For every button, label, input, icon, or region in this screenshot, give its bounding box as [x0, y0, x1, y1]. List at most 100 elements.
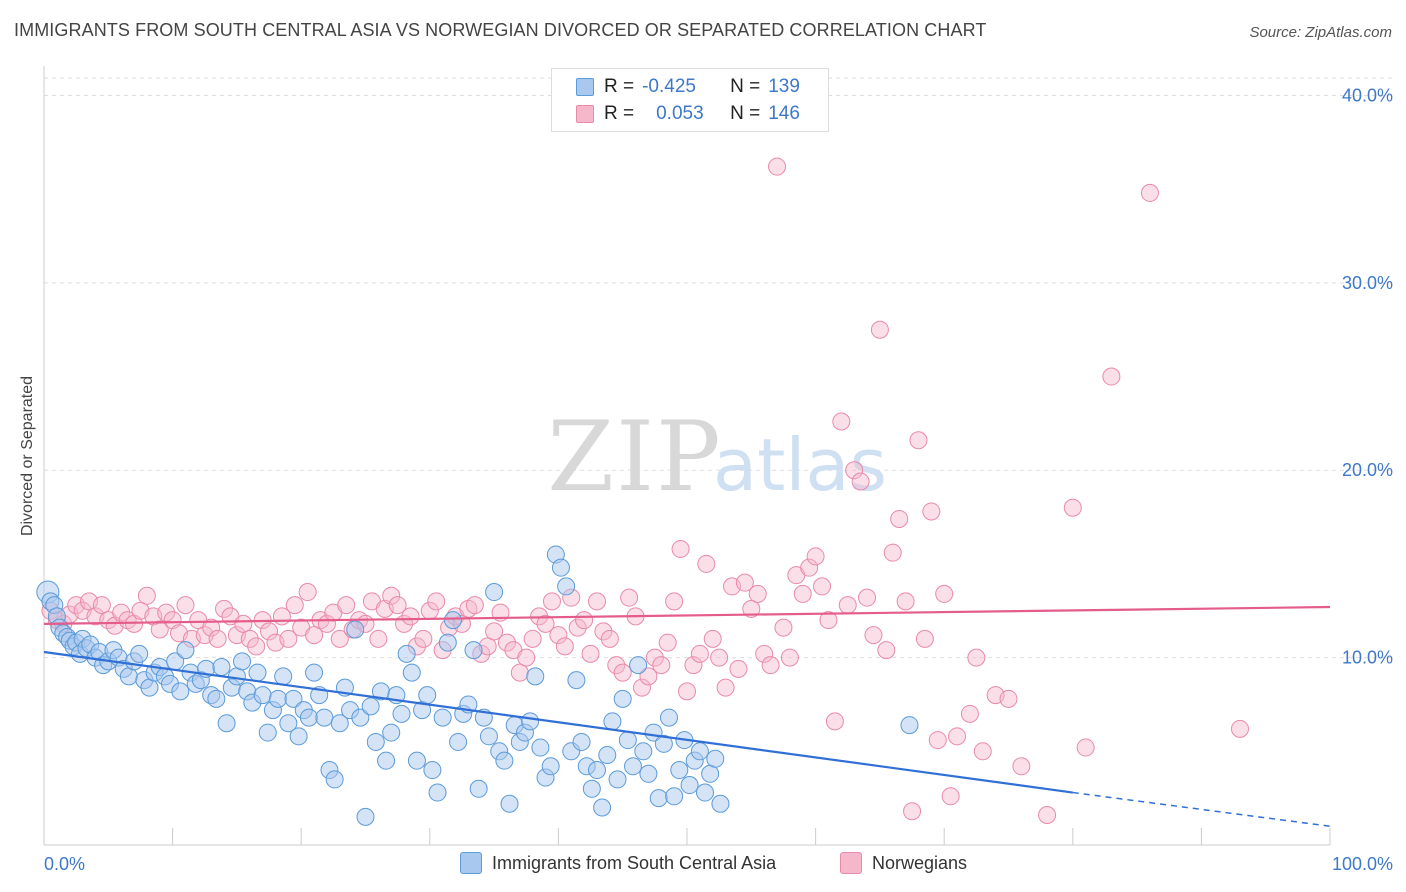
data-point-south-central-asia: [140, 678, 159, 697]
data-point-norwegians: [658, 633, 677, 652]
data-point-norwegians: [806, 547, 825, 566]
data-point-norwegians: [137, 586, 156, 605]
data-point-norwegians: [768, 157, 787, 176]
n-label: N =: [730, 103, 761, 124]
data-point-norwegians: [896, 592, 915, 611]
data-point-south-central-asia: [500, 794, 519, 813]
data-point-norwegians: [240, 629, 259, 648]
data-point-norwegians: [780, 648, 799, 667]
r-label: R =: [604, 103, 635, 124]
legend-item-south-central-asia: Immigrants from South Central Asia: [460, 852, 776, 874]
data-point-norwegians: [665, 592, 684, 611]
data-point-norwegians: [639, 667, 658, 686]
data-point-norwegians: [1140, 183, 1159, 202]
legend-row-blue: R = -0.425 N = 139: [576, 76, 800, 98]
watermark-zip: ZIP: [547, 401, 722, 513]
n-value-blue: 139: [768, 76, 800, 97]
data-point-norwegians: [915, 629, 934, 648]
data-point-norwegians: [234, 614, 253, 633]
data-point-south-central-asia: [469, 779, 488, 798]
data-point-norwegians: [607, 656, 626, 675]
data-point-norwegians: [800, 558, 819, 577]
trend-line-norwegians: [43, 605, 1331, 625]
y-tick-label: 20.0%: [1342, 460, 1393, 480]
data-point-south-central-asia: [696, 783, 715, 802]
data-point-south-central-asia: [541, 757, 560, 776]
data-point-norwegians: [999, 689, 1018, 708]
legend-row-pink: R = 0.053 N = 146: [576, 103, 800, 125]
data-point-south-central-asia: [654, 734, 673, 753]
data-point-norwegians: [684, 656, 703, 675]
blue-swatch: [576, 78, 594, 96]
data-point-south-central-asia: [526, 667, 545, 686]
data-point-norwegians: [594, 622, 613, 641]
data-point-south-central-asia: [670, 761, 689, 780]
data-point-south-central-asia: [305, 663, 324, 682]
data-point-south-central-asia: [402, 663, 421, 682]
legend-item-norwegians: Norwegians: [840, 852, 967, 874]
data-point-norwegians: [703, 629, 722, 648]
norwegians-points: [41, 157, 1249, 825]
data-point-norwegians: [761, 656, 780, 675]
data-point-south-central-asia: [623, 757, 642, 776]
data-point-norwegians: [92, 596, 111, 615]
data-point-south-central-asia: [130, 644, 149, 663]
data-point-south-central-asia: [397, 644, 416, 663]
data-point-norwegians: [600, 629, 619, 648]
data-point-south-central-asia: [176, 641, 195, 660]
data-point-norwegians: [851, 472, 870, 491]
data-point-norwegians: [774, 618, 793, 637]
data-point-norwegians: [819, 611, 838, 630]
data-point-norwegians: [825, 712, 844, 731]
data-point-south-central-asia: [366, 732, 385, 751]
data-point-norwegians: [510, 663, 529, 682]
data-point-norwegians: [202, 618, 221, 637]
data-point-south-central-asia: [217, 714, 236, 733]
data-point-norwegians: [150, 620, 169, 639]
data-point-norwegians: [517, 648, 536, 667]
data-point-norwegians: [748, 584, 767, 603]
data-point-south-central-asia: [634, 742, 653, 761]
data-point-norwegians: [729, 659, 748, 678]
data-point-norwegians: [465, 596, 484, 615]
pink-swatch: [576, 105, 594, 123]
data-point-south-central-asia: [680, 776, 699, 795]
n-label: N =: [730, 76, 761, 97]
data-point-norwegians: [710, 648, 729, 667]
y-tick-label: 40.0%: [1342, 85, 1393, 105]
data-point-norwegians: [427, 592, 446, 611]
data-point-norwegians: [697, 554, 716, 573]
data-point-south-central-asia: [418, 686, 437, 705]
data-point-norwegians: [260, 622, 279, 641]
data-point-south-central-asia: [423, 761, 442, 780]
data-point-norwegians: [555, 637, 574, 656]
data-point-norwegians: [163, 611, 182, 630]
data-point-south-central-asia: [900, 716, 919, 735]
data-point-south-central-asia: [248, 663, 267, 682]
grid-lines: [44, 77, 1392, 659]
data-point-south-central-asia: [207, 689, 226, 708]
data-point-norwegians: [208, 629, 227, 648]
data-point-south-central-asia: [711, 794, 730, 813]
data-point-norwegians: [845, 461, 864, 480]
data-point-south-central-asia: [377, 751, 396, 770]
data-point-south-central-asia: [449, 732, 468, 751]
data-point-south-central-asia: [356, 807, 375, 826]
correlation-legend: R = -0.425 N = 139 R = 0.053 N = 146: [551, 68, 829, 132]
data-point-south-central-asia: [299, 708, 318, 727]
trend-line-south-central-asia-extension: [1072, 791, 1331, 828]
data-point-norwegians: [620, 588, 639, 607]
data-point-south-central-asia: [587, 761, 606, 780]
data-point-norwegians: [645, 648, 664, 667]
data-point-norwegians: [1012, 757, 1031, 776]
data-point-south-central-asia: [212, 657, 231, 676]
data-point-south-central-asia: [289, 727, 308, 746]
data-point-norwegians: [903, 802, 922, 821]
data-point-south-central-asia: [557, 577, 576, 596]
data-point-norwegians: [613, 663, 632, 682]
y-tick-label: 30.0%: [1342, 273, 1393, 293]
data-point-norwegians: [755, 644, 774, 663]
data-point-norwegians: [948, 727, 967, 746]
data-point-norwegians: [967, 648, 986, 667]
